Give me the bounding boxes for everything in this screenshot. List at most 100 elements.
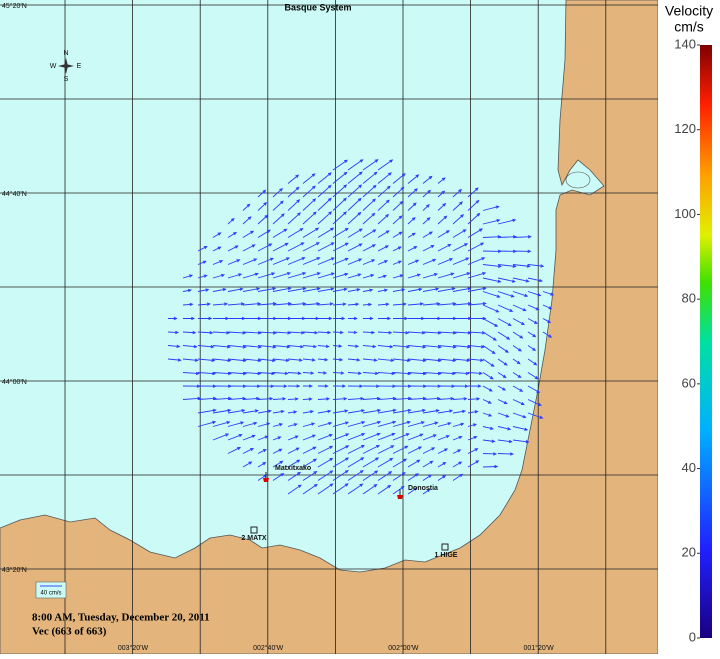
current-vector bbox=[482, 277, 502, 283]
current-vector bbox=[167, 358, 182, 362]
current-vector bbox=[437, 345, 457, 349]
current-vector bbox=[407, 174, 420, 184]
current-vector bbox=[332, 421, 350, 427]
current-vector bbox=[317, 330, 332, 335]
current-vector bbox=[197, 408, 217, 414]
current-vector bbox=[332, 357, 344, 362]
current-vector bbox=[497, 304, 514, 312]
current-vector bbox=[512, 372, 522, 379]
current-vector bbox=[407, 331, 426, 335]
current-vector bbox=[467, 212, 481, 225]
current-vector bbox=[497, 399, 508, 405]
current-vector bbox=[497, 291, 515, 298]
current-vector bbox=[452, 435, 463, 441]
current-vector bbox=[227, 287, 244, 292]
current-vector bbox=[452, 229, 467, 238]
current-vector bbox=[467, 257, 486, 265]
current-vector bbox=[362, 371, 379, 376]
current-vector bbox=[197, 345, 215, 349]
current-vector bbox=[392, 260, 402, 265]
current-vector bbox=[362, 432, 381, 441]
current-vector bbox=[317, 433, 333, 441]
current-vector bbox=[317, 384, 329, 388]
current-vector bbox=[497, 264, 517, 268]
current-vector bbox=[332, 483, 349, 495]
current-vector bbox=[497, 331, 511, 340]
current-vector bbox=[332, 344, 343, 348]
current-vector bbox=[317, 242, 335, 252]
current-vector bbox=[182, 344, 198, 349]
current-vector bbox=[362, 470, 379, 481]
longitude-label: 002°00'W bbox=[388, 644, 419, 652]
station-matx: 2 MATX bbox=[241, 526, 267, 542]
current-vector bbox=[332, 227, 349, 238]
current-vector bbox=[257, 214, 269, 225]
current-vector bbox=[362, 396, 381, 401]
current-vector bbox=[482, 439, 496, 443]
current-vector bbox=[377, 358, 395, 362]
current-vector bbox=[257, 422, 271, 427]
current-vector bbox=[287, 257, 306, 265]
current-vector bbox=[287, 228, 304, 238]
current-vector bbox=[377, 172, 392, 184]
current-vector bbox=[437, 358, 457, 363]
current-vector bbox=[437, 396, 455, 401]
map-title: Basque System bbox=[284, 2, 351, 12]
current-vector bbox=[527, 291, 542, 297]
current-vector bbox=[392, 231, 403, 238]
current-vector bbox=[227, 345, 247, 349]
colorbar-tick-label: 60 bbox=[682, 375, 696, 390]
current-vector bbox=[422, 189, 432, 198]
current-vector bbox=[362, 302, 373, 307]
current-vector bbox=[452, 214, 464, 225]
current-vector bbox=[482, 205, 500, 211]
current-vector bbox=[257, 189, 267, 198]
current-vector bbox=[437, 190, 446, 198]
current-vector bbox=[527, 385, 541, 393]
current-vector bbox=[287, 410, 298, 414]
colorbar bbox=[700, 45, 712, 638]
current-vector bbox=[332, 302, 347, 306]
current-vector bbox=[212, 358, 232, 363]
current-vector bbox=[347, 396, 365, 401]
current-vector bbox=[437, 272, 455, 279]
current-vector bbox=[347, 228, 363, 238]
current-vector bbox=[497, 385, 507, 391]
longitude-label: 003°20'W bbox=[118, 644, 149, 652]
current-vector bbox=[482, 218, 501, 225]
current-vector bbox=[332, 257, 349, 265]
current-vector bbox=[287, 272, 307, 279]
colorbar-tick-label: 100 bbox=[674, 206, 696, 221]
current-vector bbox=[227, 231, 238, 238]
current-vector bbox=[167, 330, 180, 335]
latitude-label: 45°20'N bbox=[2, 2, 27, 10]
current-vector bbox=[347, 171, 363, 184]
current-vector bbox=[317, 470, 334, 481]
current-vector bbox=[452, 473, 464, 481]
current-vector bbox=[347, 258, 363, 265]
current-vector bbox=[242, 258, 258, 265]
current-vector bbox=[257, 243, 273, 252]
current-vector bbox=[332, 171, 348, 184]
current-vector bbox=[182, 302, 194, 307]
current-vector bbox=[227, 409, 246, 414]
current-vector bbox=[392, 186, 405, 198]
current-vector bbox=[227, 434, 243, 441]
current-vector bbox=[302, 434, 317, 441]
current-vector bbox=[482, 385, 493, 392]
current-vector bbox=[272, 397, 287, 401]
current-vector bbox=[272, 448, 283, 454]
current-vector bbox=[317, 457, 334, 468]
current-vector bbox=[467, 242, 485, 252]
current-vector bbox=[362, 259, 376, 265]
current-vector bbox=[287, 484, 302, 495]
current-vector bbox=[302, 422, 316, 427]
current-vector bbox=[377, 213, 390, 225]
current-vector bbox=[197, 358, 216, 363]
current-vector bbox=[422, 204, 430, 211]
current-vector bbox=[377, 316, 392, 321]
colorbar-tick-label: 40 bbox=[682, 460, 696, 475]
current-vector bbox=[302, 458, 318, 468]
current-vector bbox=[317, 316, 333, 321]
